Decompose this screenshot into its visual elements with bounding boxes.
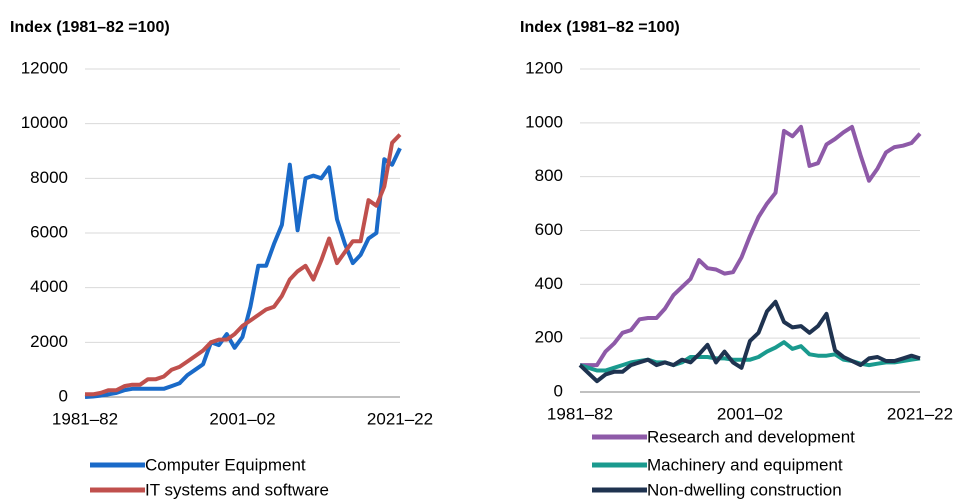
legend-label: IT systems and software bbox=[145, 480, 329, 499]
data-line bbox=[578, 299, 921, 384]
y-tick-label: 6000 bbox=[30, 222, 68, 241]
y-tick-label: 0 bbox=[59, 386, 68, 405]
y-tick-label: 0 bbox=[554, 381, 563, 400]
legend-label: Non-dwelling construction bbox=[647, 480, 842, 499]
x-tick-label: 1981–82 bbox=[547, 404, 613, 423]
chart-title: Index (1981–82 =100) bbox=[520, 19, 680, 36]
x-tick-label: 2001–02 bbox=[717, 404, 783, 423]
x-tick-label: 2001–02 bbox=[209, 409, 275, 428]
y-tick-label: 1000 bbox=[525, 112, 563, 131]
y-tick-label: 600 bbox=[535, 220, 563, 239]
data-line bbox=[84, 147, 402, 399]
y-tick-label: 12000 bbox=[21, 58, 68, 77]
y-tick-label: 8000 bbox=[30, 168, 68, 187]
legend-label: Research and development bbox=[647, 427, 855, 446]
legend-label: Machinery and equipment bbox=[647, 455, 843, 474]
y-tick-label: 2000 bbox=[30, 332, 68, 351]
data-line bbox=[85, 133, 402, 397]
y-tick-label: 400 bbox=[535, 274, 563, 293]
chart-title: Index (1981–82 =100) bbox=[10, 19, 170, 36]
x-tick-label: 2021–22 bbox=[887, 404, 953, 423]
data-line bbox=[580, 124, 922, 368]
x-tick-label: 1981–82 bbox=[52, 409, 118, 428]
y-tick-label: 800 bbox=[535, 166, 563, 185]
legend-label: Computer Equipment bbox=[145, 455, 306, 474]
y-tick-label: 1200 bbox=[525, 58, 563, 77]
y-tick-label: 4000 bbox=[30, 277, 68, 296]
y-tick-label: 200 bbox=[535, 328, 563, 347]
y-tick-label: 10000 bbox=[21, 113, 68, 132]
x-tick-label: 2021–22 bbox=[367, 409, 433, 428]
